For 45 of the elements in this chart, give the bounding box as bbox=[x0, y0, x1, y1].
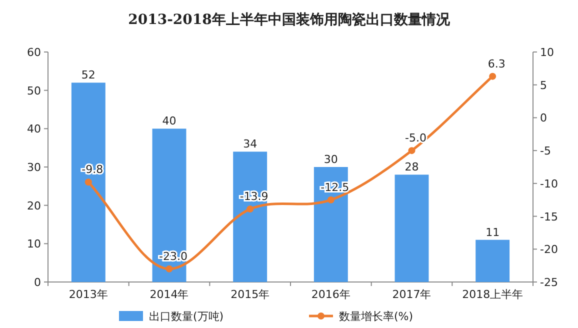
data-label: -9.8 bbox=[82, 163, 104, 176]
x-tick-label: 2013年 bbox=[68, 288, 108, 301]
legend-label: 数量增长率(%) bbox=[339, 310, 414, 323]
bar bbox=[314, 167, 348, 282]
y2-tick-label: -25 bbox=[540, 276, 558, 289]
point bbox=[489, 72, 496, 80]
y2-tick-label: -20 bbox=[540, 243, 558, 256]
x-tick-label: 2017年 bbox=[392, 288, 432, 301]
data-label: 40 bbox=[162, 114, 176, 128]
x-tick-label: 2018上半年 bbox=[462, 288, 524, 301]
legend-label: 出口数量(万吨) bbox=[149, 310, 224, 323]
x-tick-label: 2014年 bbox=[150, 288, 189, 301]
y-tick-label: 0 bbox=[34, 276, 41, 289]
y2-tick-label: -5 bbox=[540, 144, 551, 158]
bar bbox=[476, 240, 510, 282]
bar bbox=[233, 152, 268, 282]
y-tick-label: 30 bbox=[27, 161, 41, 174]
y2-tick-label: -15 bbox=[540, 210, 558, 224]
bar bbox=[152, 128, 186, 282]
point bbox=[246, 206, 254, 213]
point bbox=[84, 178, 92, 186]
y2-tick-label: -10 bbox=[540, 177, 558, 190]
point bbox=[327, 196, 334, 204]
y2-tick-label: 10 bbox=[540, 46, 554, 59]
data-label: 52 bbox=[81, 68, 96, 82]
y-tick-label: 10 bbox=[27, 238, 41, 251]
data-label: -5.0 bbox=[405, 132, 426, 145]
x-tick-label: 2016年 bbox=[311, 288, 350, 301]
chart-title: 2013-2018年上半年中国装饰用陶瓷出口数量情况 bbox=[128, 12, 451, 28]
point bbox=[166, 265, 173, 272]
y2-tick-label: 5 bbox=[540, 78, 547, 92]
data-label: 28 bbox=[404, 160, 419, 174]
bar bbox=[71, 82, 106, 282]
point bbox=[408, 147, 416, 154]
data-label: 11 bbox=[486, 226, 500, 239]
bar bbox=[394, 174, 429, 282]
y-tick-label: 60 bbox=[27, 46, 41, 59]
y-tick-label: 20 bbox=[27, 199, 41, 212]
y2-tick-label: 0 bbox=[540, 112, 547, 125]
data-label: 30 bbox=[324, 153, 338, 166]
data-label: 34 bbox=[243, 138, 258, 151]
data-label: 6.3 bbox=[488, 57, 506, 70]
y-tick-label: 50 bbox=[27, 84, 41, 98]
x-tick-label: 2015年 bbox=[230, 288, 270, 301]
y-tick-label: 40 bbox=[27, 122, 41, 136]
